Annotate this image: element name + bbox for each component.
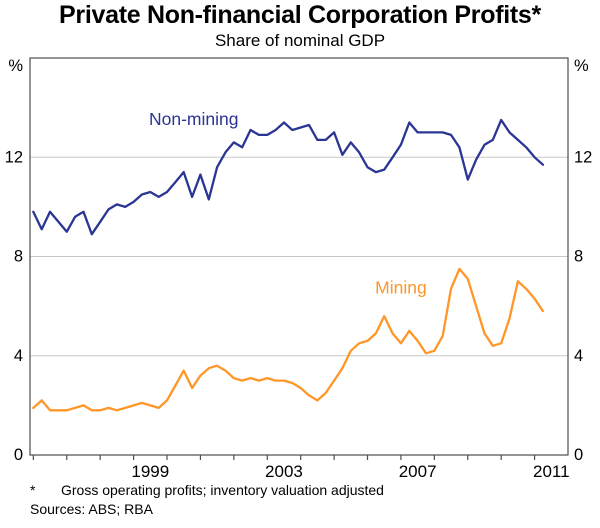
series-line-non-mining (32, 118, 545, 236)
page-subtitle: Share of nominal GDP (214, 31, 386, 50)
y-tick-label-left-4: 4 (14, 347, 23, 365)
y-axis-unit-left: % (8, 57, 23, 75)
y-tick-label-left-12: 12 (5, 148, 23, 166)
x-tick-label-2003: 2003 (265, 462, 303, 481)
y-tick-label-right-12: 12 (574, 148, 592, 166)
sources-line: Sources: ABS; RBA (30, 501, 153, 517)
series-label-non-mining: Non-mining (149, 109, 238, 129)
series-line-mining (32, 267, 545, 412)
y-tick-label-left-0: 0 (14, 446, 23, 464)
y-tick-label-left-8: 8 (14, 248, 23, 266)
footnote: * Gross operating profits; inventory val… (30, 482, 590, 498)
x-tick-label-2011: 2011 (533, 462, 570, 481)
x-tick-label-1999: 1999 (131, 462, 169, 481)
y-tick-label-right-8: 8 (574, 248, 583, 266)
x-tick-label-2007: 2007 (399, 462, 437, 481)
footnote-marker: * (30, 482, 36, 498)
y-tick-label-right-4: 4 (574, 347, 583, 365)
series-label-mining: Mining (375, 278, 427, 298)
y-axis-unit-right: % (574, 57, 589, 75)
y-tick-label-right-0: 0 (574, 446, 583, 464)
footnote-text: Gross operating profits; inventory valua… (61, 482, 384, 498)
page-title: Private Non-financial Corporation Profit… (59, 1, 541, 29)
plot-frame (29, 57, 569, 456)
